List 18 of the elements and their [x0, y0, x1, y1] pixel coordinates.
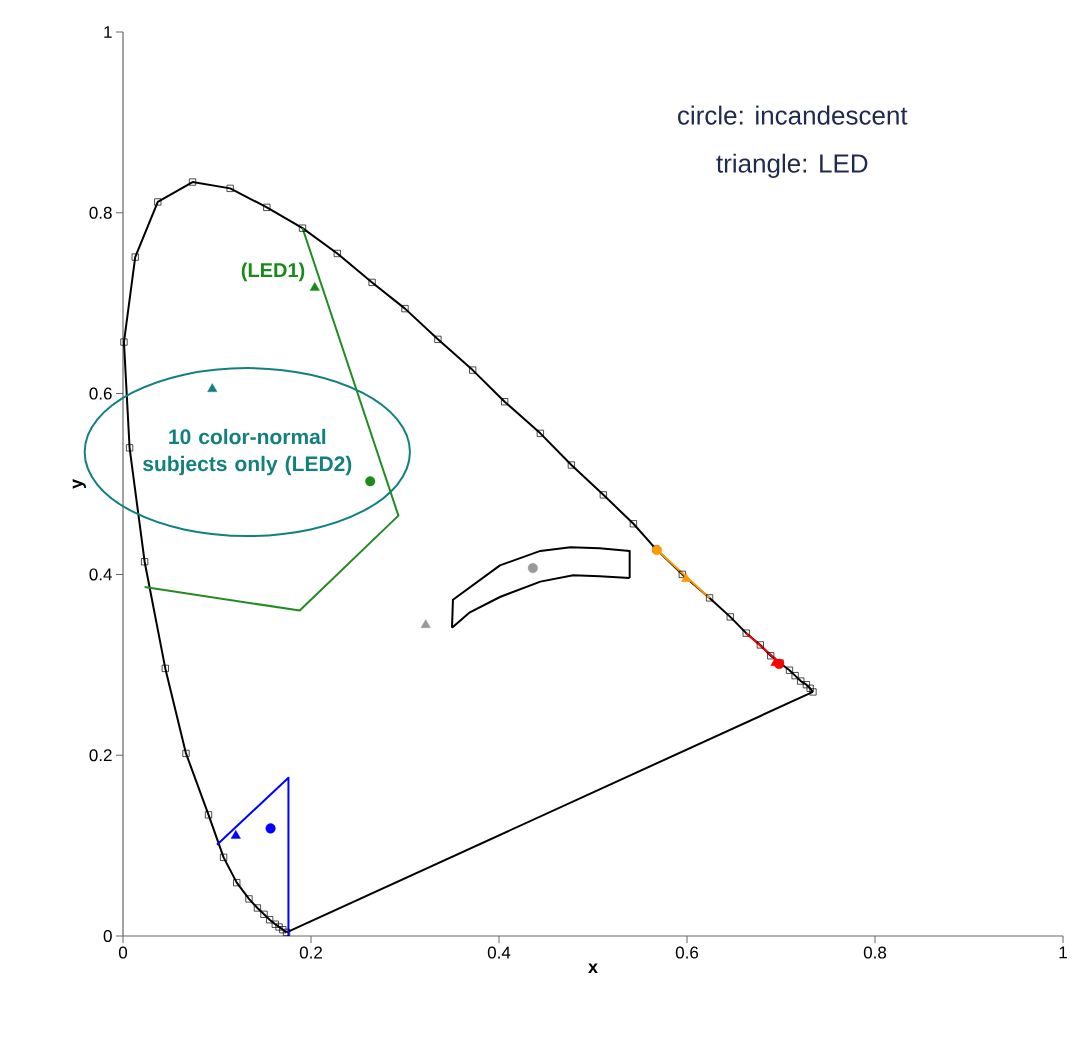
y-axis-title: y	[72, 479, 86, 489]
annotation: circle: incandescent	[678, 105, 908, 125]
x-tick-label: 0.6	[675, 946, 699, 959]
y-tick-label: 0	[103, 929, 112, 943]
x-tick-label: 0.2	[299, 946, 322, 959]
x-tick-label: 0	[118, 946, 128, 959]
x-tick-label: 0.4	[487, 946, 511, 959]
y-tick-label: 0.6	[89, 387, 112, 400]
y-tick-label: 1	[104, 26, 112, 38]
y-tick-label: 0.2	[89, 749, 112, 762]
y-tick-label: 0.4	[89, 568, 112, 581]
annotation: triangle: LED	[716, 153, 868, 178]
annotation: (LED1)	[241, 262, 305, 282]
y-tick-label: 0.8	[89, 206, 112, 219]
x-tick-label: 1	[1059, 946, 1067, 959]
annotation: 10 color-normal subjects only (LED2)	[143, 428, 352, 476]
x-axis-title: x	[588, 963, 598, 973]
x-tick-label: 0.8	[863, 946, 887, 959]
